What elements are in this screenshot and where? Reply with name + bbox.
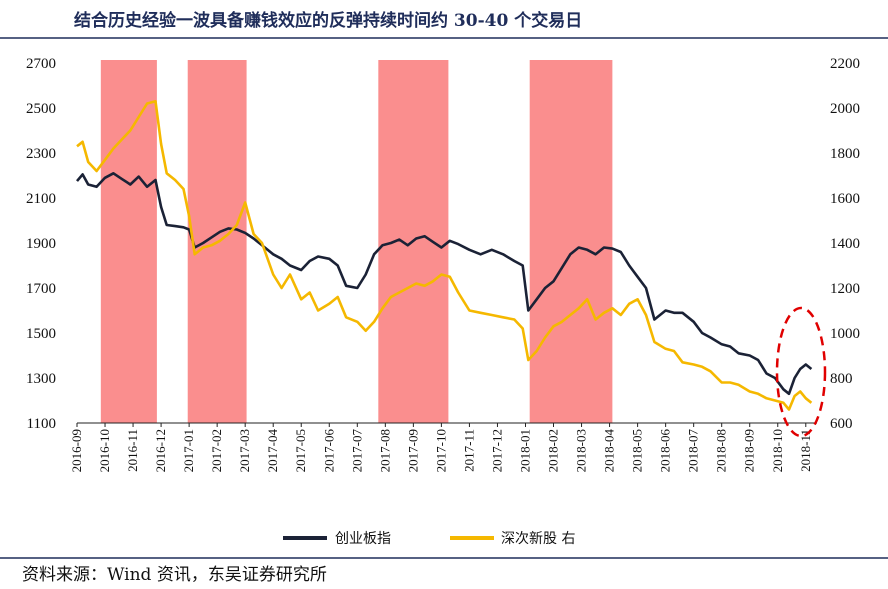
source-note: 资料来源：Wind 资讯，东吴证券研究所 [22, 565, 327, 585]
x-axis: 2016-09 2016-10 2016-11 2016-12 2017-01 2017-… [69, 423, 813, 472]
highlight-bands [100, 60, 613, 423]
x-tick-label: 2018-01 [517, 429, 532, 472]
y-left-tick: 2300 [26, 146, 56, 162]
x-tick-label: 2018-11 [798, 429, 813, 472]
x-tick-label: 2018-03 [574, 429, 589, 472]
series-line-new-ipo [76, 100, 813, 411]
y-right-tick: 1400 [830, 236, 860, 252]
x-tick-label: 2017-02 [209, 429, 224, 472]
y-axis-left: 2700 2500 2300 2100 1900 1700 1500 1300 … [26, 56, 56, 432]
x-tick-label: 2017-05 [293, 429, 308, 472]
series-line-gem [76, 172, 813, 396]
y-left-tick: 2100 [26, 191, 56, 207]
x-tick-label: 2018-10 [770, 429, 785, 472]
legend: 创业板指 深次新股 右 [283, 531, 575, 547]
x-tick-label: 2016-10 [97, 429, 112, 472]
y-left-tick: 1700 [26, 281, 56, 297]
y-left-tick: 1900 [26, 236, 56, 252]
x-tick-label: 2017-06 [321, 429, 336, 473]
y-right-tick: 1000 [830, 326, 860, 342]
x-tick-label: 2018-09 [742, 429, 757, 472]
x-tick-label: 2018-06 [658, 429, 673, 473]
y-left-tick: 1300 [26, 371, 56, 387]
x-tick-label: 2017-11 [461, 429, 476, 472]
y-left-tick: 2500 [26, 101, 56, 117]
x-tick-label: 2018-07 [686, 429, 701, 473]
chart-title: 结合历史经验一波具备赚钱效应的反弹持续时间约 30-40 个交易日 [74, 10, 582, 31]
y-right-tick: 2200 [830, 56, 860, 72]
highlight-band [529, 60, 613, 423]
x-tick-label: 2018-05 [630, 429, 645, 472]
y-right-tick: 2000 [830, 101, 860, 117]
x-tick-label: 2016-09 [69, 429, 84, 472]
x-tick-label: 2018-04 [602, 429, 617, 473]
highlight-band [100, 60, 157, 423]
y-left-tick: 1500 [26, 326, 56, 342]
x-tick-label: 2017-03 [237, 429, 252, 472]
legend-label-ipo: 深次新股 右 [501, 531, 575, 547]
legend-label-gem: 创业板指 [335, 531, 391, 547]
series-lines [76, 100, 813, 411]
y-right-tick: 800 [830, 371, 853, 387]
x-tick-label: 2017-07 [349, 429, 364, 473]
x-tick-label: 2018-08 [714, 429, 729, 472]
y-right-tick: 1200 [830, 281, 860, 297]
y-left-tick: 2700 [26, 56, 56, 72]
y-axis-right: 2200 2000 1800 1600 1400 1200 1000 800 6… [830, 56, 860, 432]
x-tick-label: 2017-04 [265, 429, 280, 473]
x-tick-label: 2016-11 [125, 429, 140, 472]
x-tick-label: 2017-10 [433, 429, 448, 472]
x-tick-label: 2018-02 [546, 429, 561, 472]
y-left-tick: 1100 [27, 416, 56, 432]
x-tick-label: 2017-12 [489, 429, 504, 472]
y-right-tick: 600 [830, 416, 853, 432]
y-right-tick: 1800 [830, 146, 860, 162]
annotation-ellipse [775, 306, 827, 438]
x-tick-label: 2017-01 [181, 429, 196, 472]
x-tick-label: 2017-09 [405, 429, 420, 472]
y-right-tick: 1600 [830, 191, 860, 207]
x-tick-label: 2016-12 [153, 429, 168, 472]
x-tick-label: 2017-08 [377, 429, 392, 472]
